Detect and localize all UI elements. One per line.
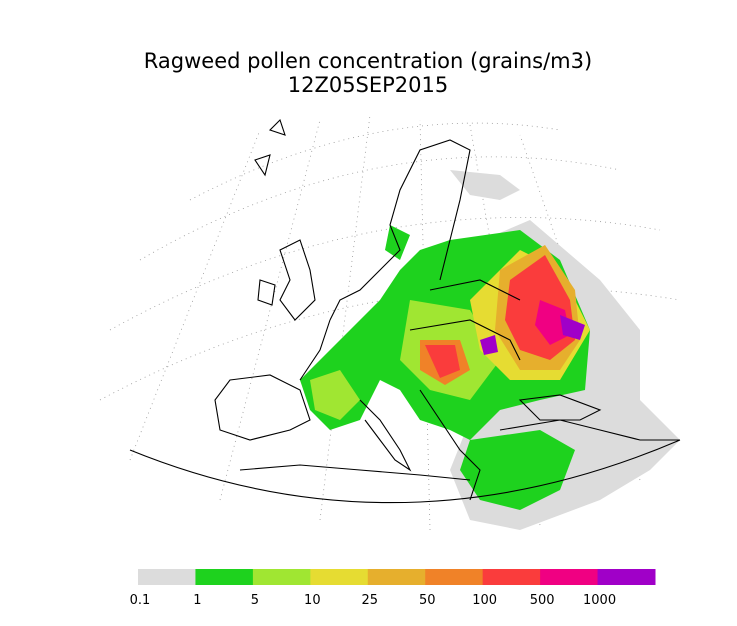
colorbar-box: [195, 569, 254, 585]
colorbar-box: [482, 569, 541, 585]
pollen-field: [300, 170, 680, 530]
title: Ragweed pollen concentration (grains/m3): [144, 49, 592, 73]
map: [99, 114, 681, 531]
colorbar-label: 25: [362, 593, 379, 608]
subtitle: 12Z05SEP2015: [288, 73, 449, 97]
colorbar-label: 10: [304, 593, 321, 608]
map-edge: [129, 439, 681, 504]
colorbar-box: [597, 569, 656, 585]
coastline: [214, 118, 680, 501]
colorbar-box: [310, 569, 369, 585]
colorbar-box: [367, 569, 426, 585]
colorbar-label: 100: [472, 593, 497, 608]
colorbar: 0.1 1 5 10 25 50 100 500 1000: [130, 569, 656, 608]
colorbar-box: [540, 569, 599, 585]
colorbar-label: 0.1: [130, 593, 151, 608]
colorbar-label: 1: [193, 593, 201, 608]
colorbar-box: [425, 569, 484, 585]
colorbar-label: 1000: [583, 593, 616, 608]
colorbar-label: 5: [251, 593, 259, 608]
colorbar-label: 500: [530, 593, 555, 608]
colorbar-box: [252, 569, 311, 585]
colorbar-label: 50: [419, 593, 436, 608]
colorbar-box: [138, 569, 196, 585]
